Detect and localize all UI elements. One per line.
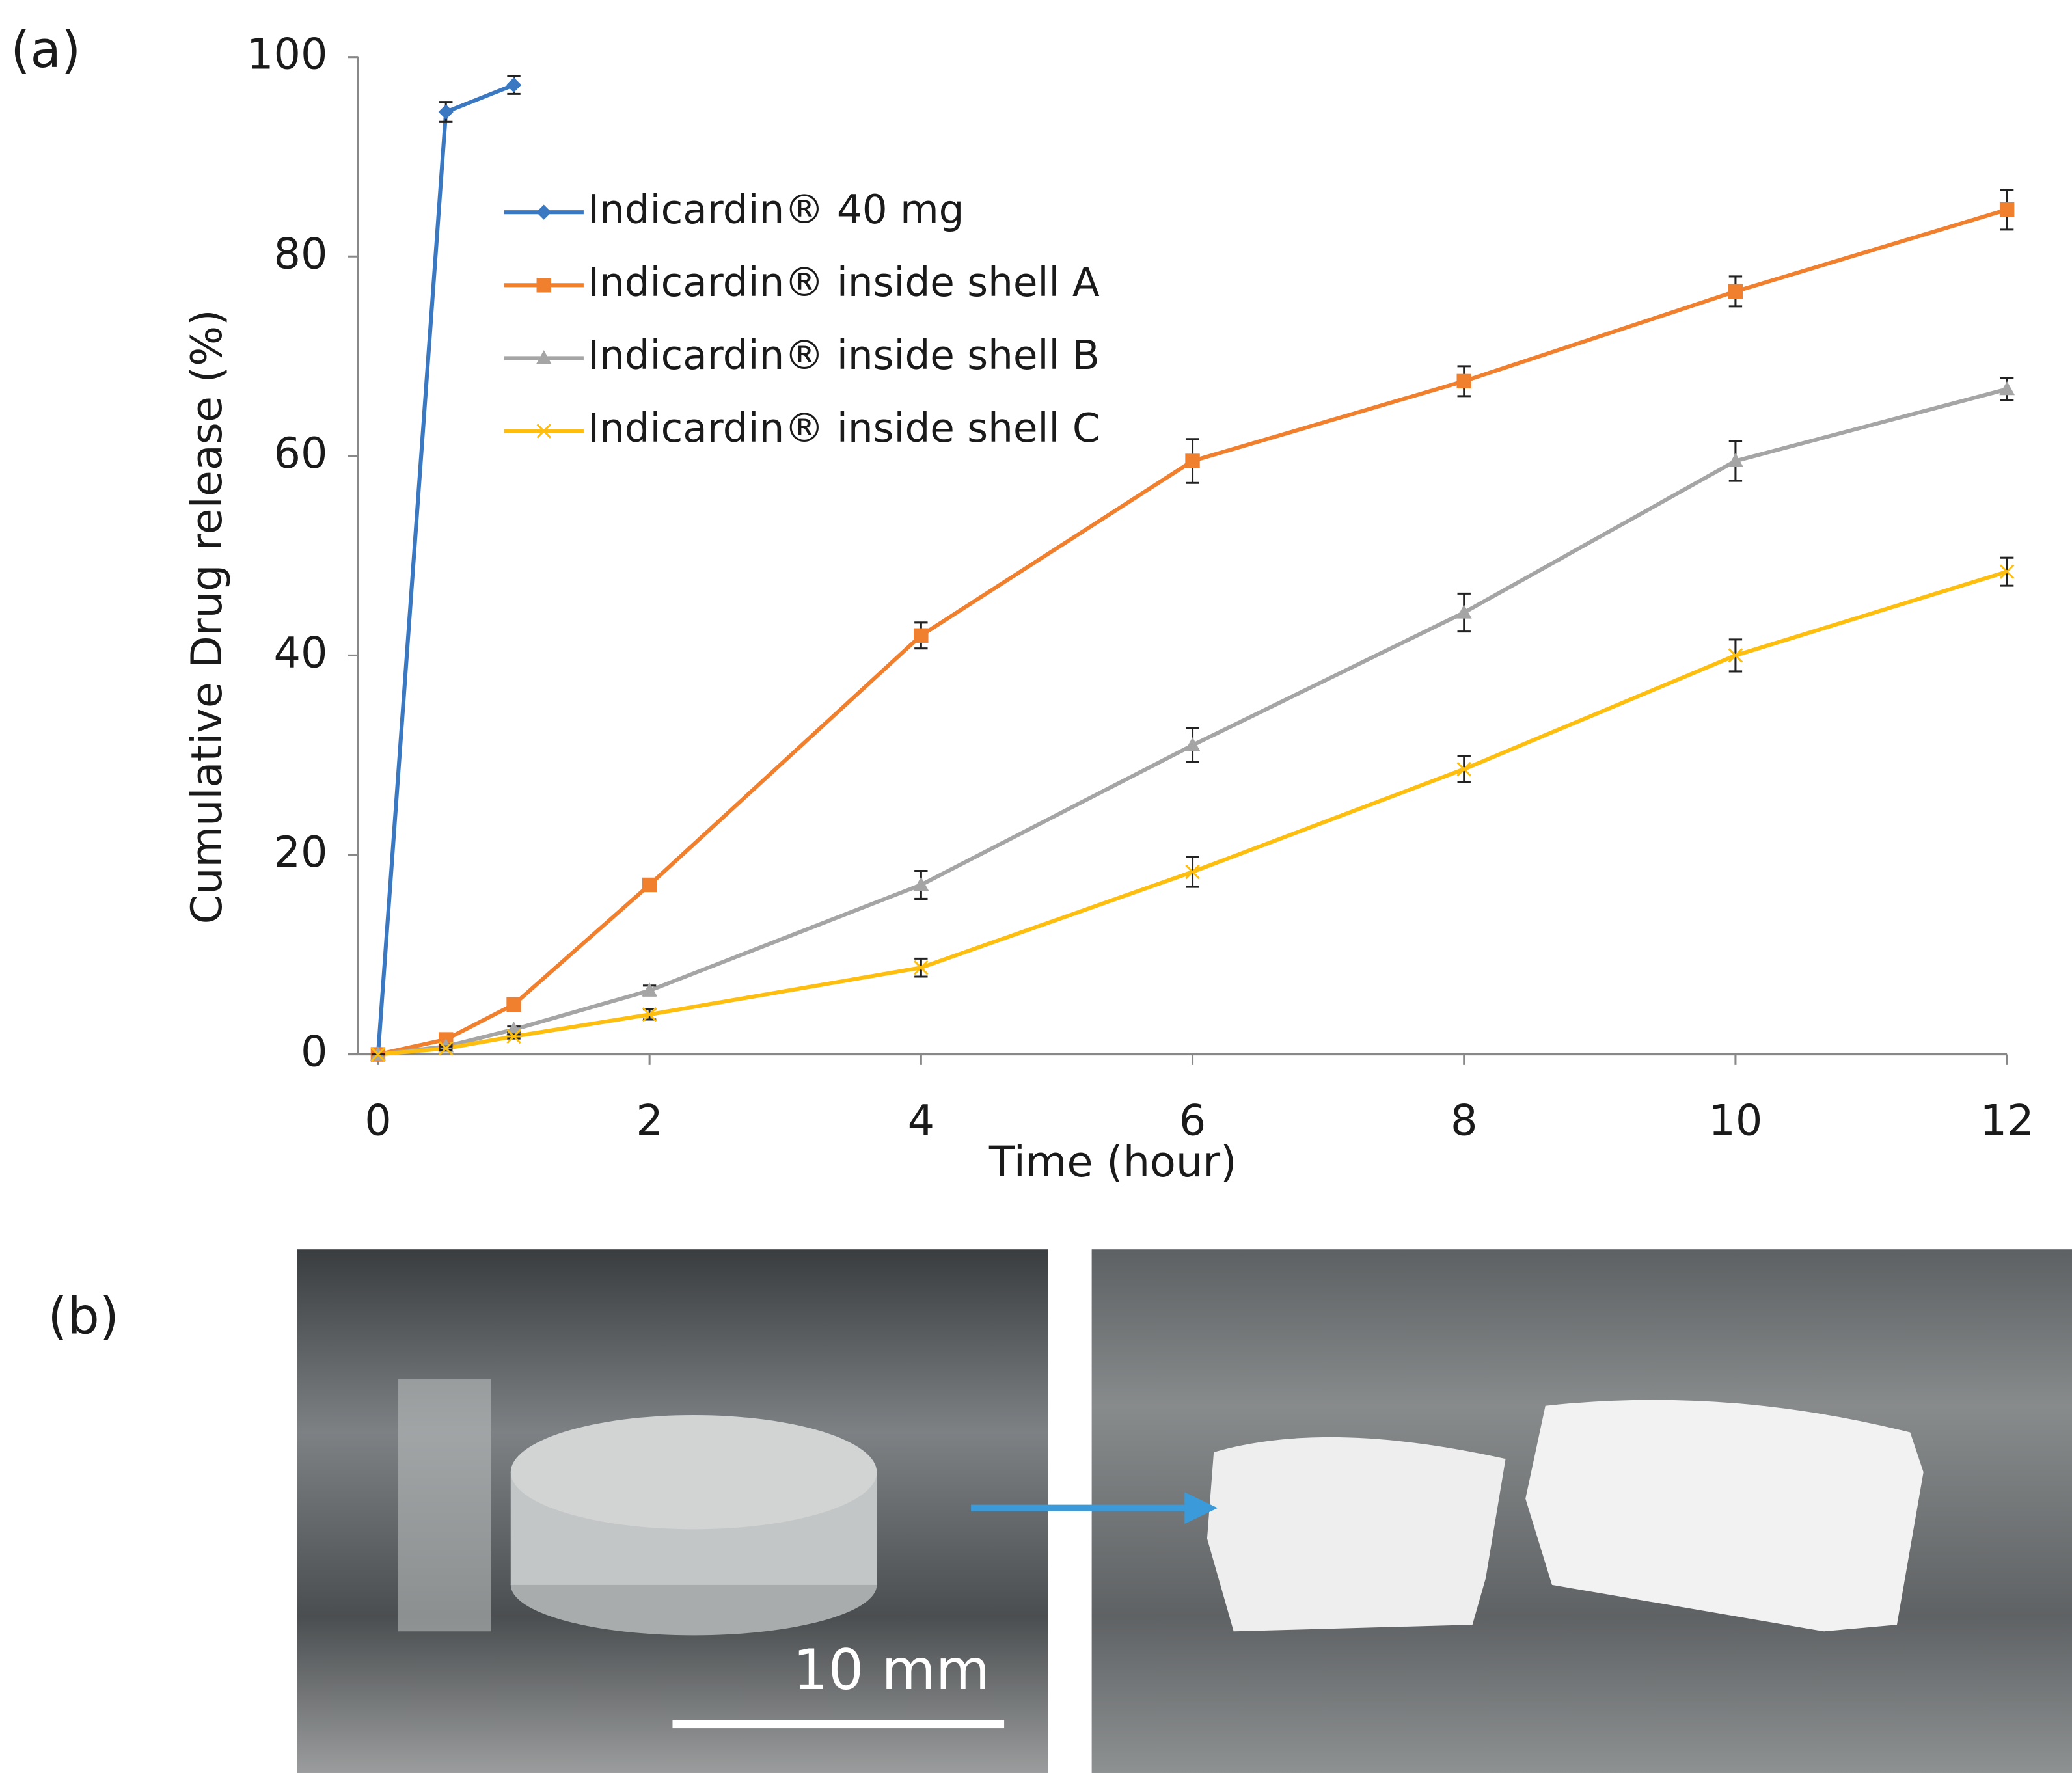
series-line <box>377 387 2008 1057</box>
x-tick-label: 12 <box>1980 1096 2034 1146</box>
marker <box>914 628 929 643</box>
marker <box>1185 453 1200 468</box>
marker <box>1999 381 2015 396</box>
scale-bar-label: 10 mm <box>793 1638 990 1703</box>
marker <box>1999 564 2015 579</box>
marker <box>1184 737 1201 751</box>
series-line <box>375 83 515 1055</box>
marker <box>1456 604 1472 619</box>
series-line <box>377 569 2008 1057</box>
marker <box>506 1029 521 1044</box>
legend-label: Indicardin® inside shell C <box>588 405 1100 452</box>
panel-label: (b) <box>48 1288 119 1346</box>
photo-left: 10 mm <box>297 1249 1048 1773</box>
marker <box>438 1041 454 1056</box>
marker <box>642 877 657 893</box>
marker <box>370 1047 386 1062</box>
y-tick-label: 80 <box>273 229 327 278</box>
marker <box>1456 373 1471 389</box>
legend-label: Indicardin® 40 mg <box>588 187 964 233</box>
y-tick-label: 20 <box>273 828 327 877</box>
marker <box>1728 648 1743 663</box>
legend-label: Indicardin® inside shell B <box>588 332 1100 379</box>
marker <box>1456 761 1472 777</box>
y-axis-title: Cumulative Drug release (%) <box>182 309 232 924</box>
x-tick-label: 2 <box>636 1096 663 1146</box>
marker <box>1999 202 2015 217</box>
legend-label: Indicardin® inside shell A <box>588 260 1100 306</box>
marker <box>536 424 552 439</box>
photo-right <box>971 1249 2072 1773</box>
x-tick-label: 0 <box>364 1096 392 1146</box>
marker <box>536 278 551 293</box>
x-tick-label: 8 <box>1451 1096 1478 1146</box>
marker <box>1727 453 1743 467</box>
marker <box>914 960 929 975</box>
marker <box>506 77 522 93</box>
marker <box>1185 864 1200 880</box>
marker <box>536 204 552 220</box>
x-tick-label: 4 <box>908 1096 935 1146</box>
marker <box>642 1007 657 1022</box>
marker <box>1728 284 1743 299</box>
x-axis-title: Time (hour) <box>988 1137 1237 1187</box>
y-tick-label: 60 <box>273 429 327 478</box>
marker <box>506 997 521 1012</box>
y-tick-label: 0 <box>301 1027 327 1077</box>
panel-label: (a) <box>10 21 81 79</box>
marker <box>438 104 454 120</box>
x-tick-label: 10 <box>1708 1096 1762 1146</box>
marker <box>913 876 929 891</box>
y-tick-label: 100 <box>247 30 327 79</box>
marker <box>536 350 552 364</box>
y-tick-label: 40 <box>273 628 327 677</box>
x-tick-label: 6 <box>1179 1096 1206 1146</box>
marker <box>642 982 658 997</box>
